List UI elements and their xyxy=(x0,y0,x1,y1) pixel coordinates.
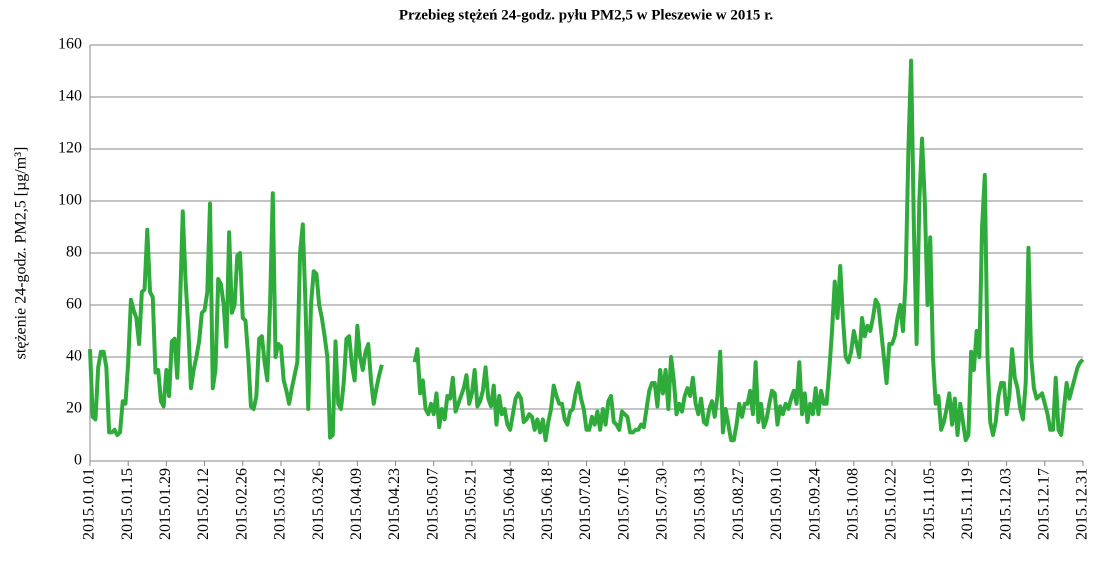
x-tick-label: 2015.03.12 xyxy=(272,468,289,540)
x-tick-label: 2015.11.19 xyxy=(959,468,976,539)
x-tick-label: 2015.12.17 xyxy=(1035,468,1052,540)
x-tick-label: 2015.07.02 xyxy=(577,468,594,540)
x-tick-label: 2015.04.09 xyxy=(348,468,365,540)
chart-title: Przebieg stężeń 24-godz. pyłu PM2,5 w Pl… xyxy=(399,7,774,23)
y-tick-label: 60 xyxy=(66,296,82,313)
x-tick-label: 2015.05.07 xyxy=(424,468,441,540)
x-tick-label: 2015.08.13 xyxy=(692,468,709,540)
y-tick-label: 40 xyxy=(66,348,82,365)
y-tick-label: 80 xyxy=(66,244,82,261)
x-tick-label: 2015.03.26 xyxy=(310,468,327,540)
x-tick-label: 2015.10.08 xyxy=(845,468,862,540)
x-tick-label: 2015.07.16 xyxy=(615,468,632,540)
x-tick-label: 2015.09.24 xyxy=(806,468,823,540)
x-tick-label: 2015.04.23 xyxy=(386,468,403,540)
x-tick-label: 2015.01.15 xyxy=(119,468,136,540)
x-tick-label: 2015.10.22 xyxy=(883,468,900,540)
y-tick-label: 0 xyxy=(74,452,82,469)
x-tick-label: 2015.09.10 xyxy=(768,468,785,540)
y-axis-label: stężenie 24-godz. PM2,5 [µg/m³] xyxy=(13,147,30,360)
x-tick-label: 2015.08.27 xyxy=(730,468,747,540)
x-tick-label: 2015.02.26 xyxy=(233,468,250,540)
x-tick-label: 2015.12.03 xyxy=(997,468,1014,540)
x-tick-label: 2015.02.12 xyxy=(195,468,212,540)
x-tick-label: 2015.01.29 xyxy=(157,468,174,540)
x-tick-label: 2015.11.05 xyxy=(921,468,938,539)
y-tick-label: 20 xyxy=(66,400,82,417)
y-tick-label: 160 xyxy=(58,36,82,53)
y-tick-label: 100 xyxy=(58,192,82,209)
data-line xyxy=(88,58,1085,443)
x-tick-label: 2015.06.04 xyxy=(501,468,518,540)
x-tick-label: 2015.05.21 xyxy=(463,468,480,540)
x-tick-label: 2015.07.30 xyxy=(654,468,671,540)
x-tick-label: 2015.01.01 xyxy=(81,468,98,540)
y-tick-label: 120 xyxy=(58,140,82,157)
x-tick-label: 2015.12.31 xyxy=(1074,468,1091,540)
y-tick-label: 140 xyxy=(58,88,82,105)
x-tick-label: 2015.06.18 xyxy=(539,468,556,540)
